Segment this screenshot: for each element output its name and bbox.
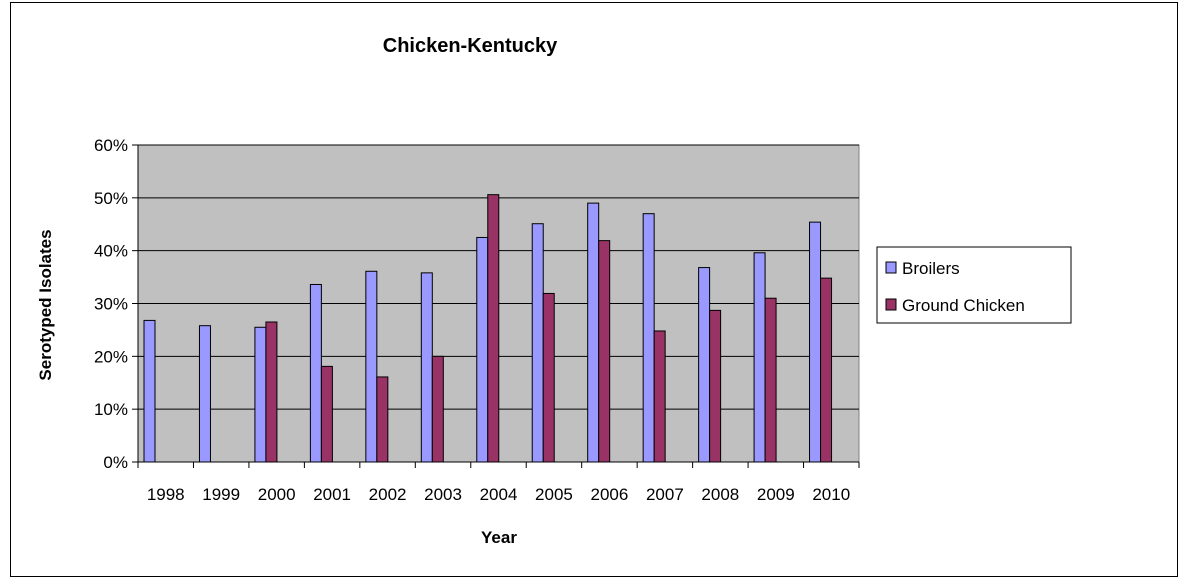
legend: Broilers Ground Chicken <box>876 246 1072 324</box>
legend-label: Ground Chicken <box>902 296 1025 315</box>
bar-broilers <box>365 270 378 463</box>
bar-ground-chicken <box>598 240 611 463</box>
y-tick-label: 50% <box>94 189 128 208</box>
x-tick-label: 2006 <box>591 485 629 504</box>
bar-broilers <box>198 325 211 463</box>
x-tick-label: 2001 <box>313 485 351 504</box>
bar-broilers <box>420 272 433 463</box>
bar-ground-chicken <box>653 330 666 463</box>
bar-broilers <box>309 283 322 463</box>
bar-ground-chicken <box>376 376 389 463</box>
legend-swatch <box>885 261 897 274</box>
x-tick-label: 2009 <box>757 485 795 504</box>
y-axis-title: Serotyped Isolates <box>36 229 55 380</box>
x-tick-label: 2003 <box>424 485 462 504</box>
bar-ground-chicken <box>820 277 833 463</box>
bar-broilers <box>753 252 766 463</box>
y-tick-label: 40% <box>94 242 128 261</box>
bar-ground-chicken <box>542 292 555 463</box>
bar-broilers <box>809 221 822 463</box>
y-tick-label: 30% <box>94 295 128 314</box>
bar-ground-chicken <box>487 194 500 463</box>
x-tick-label: 2004 <box>480 485 518 504</box>
x-tick-label: 2000 <box>258 485 296 504</box>
bar-broilers <box>476 236 489 463</box>
bar-ground-chicken <box>431 355 444 463</box>
bar-ground-chicken <box>709 309 722 463</box>
x-tick-label: 2010 <box>812 485 850 504</box>
x-tick-label: 2007 <box>646 485 684 504</box>
bar-broilers <box>587 202 600 463</box>
bar-broilers <box>531 223 544 463</box>
x-tick-label: 2005 <box>535 485 573 504</box>
bar-ground-chicken <box>265 321 278 463</box>
legend-box <box>876 246 1072 324</box>
bar-ground-chicken <box>320 365 333 463</box>
x-tick-label: 2002 <box>369 485 407 504</box>
bar-ground-chicken <box>764 297 777 463</box>
legend-swatch <box>885 298 897 311</box>
x-tick-label: 1999 <box>202 485 240 504</box>
chart-frame: Chicken-Kentucky 0% 10% 20% 30% 40% 50% 60% 199… <box>10 2 1178 577</box>
bar-broilers <box>254 326 267 463</box>
legend-label: Broilers <box>902 259 960 278</box>
y-tick-label: 0% <box>103 453 128 472</box>
x-axis-title: Year <box>481 528 517 547</box>
x-tick-label: 2008 <box>701 485 739 504</box>
bar-broilers <box>698 267 711 463</box>
bar-broilers <box>642 213 655 463</box>
chart: Chicken-Kentucky 0% 10% 20% 30% 40% 50% 60% 199… <box>36 35 1072 547</box>
chart-title: Chicken-Kentucky <box>383 35 558 57</box>
x-tick-label: 1998 <box>147 485 185 504</box>
bar-broilers <box>143 319 156 463</box>
y-tick-label: 10% <box>94 400 128 419</box>
y-tick-label: 20% <box>94 347 128 366</box>
y-tick-label: 60% <box>94 136 128 155</box>
